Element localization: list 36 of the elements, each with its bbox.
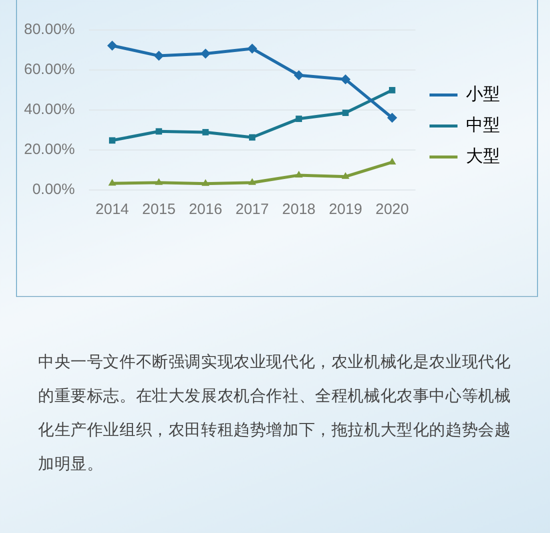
- point: [156, 128, 162, 135]
- y-tick-label: 80.00%: [24, 21, 75, 38]
- legend-label: 小型: [466, 84, 500, 104]
- point: [296, 116, 302, 122]
- point: [388, 87, 396, 94]
- point: [340, 74, 351, 84]
- x-tick-label: 2016: [188, 201, 222, 218]
- point: [387, 112, 398, 123]
- x-tick-label: 2018: [282, 201, 316, 218]
- y-tick-label: 60.00%: [24, 61, 75, 78]
- x-tick-label: 2020: [375, 201, 409, 218]
- point: [107, 40, 118, 51]
- point: [200, 48, 211, 59]
- point: [247, 44, 258, 54]
- x-tick-label: 2014: [96, 201, 129, 218]
- point: [342, 110, 349, 116]
- x-tick-label: 2017: [236, 201, 269, 218]
- point: [248, 178, 256, 185]
- legend-label: 大型: [466, 146, 500, 166]
- point: [109, 137, 116, 144]
- point: [154, 178, 163, 185]
- point: [108, 178, 116, 186]
- point: [154, 50, 164, 61]
- text: 中央一号文件不断强调实现农业现代化，农业机械化是农业现代化的重要标志。在壮大发展农机合作社、全程机械化农事中心等机械化生产作业组织，农田转租趋势增加下，拖拉机大型化的趋势会越加明显。: [38, 351, 512, 475]
- point: [202, 129, 209, 136]
- y-tick-label: 20.00%: [24, 141, 75, 158]
- x-tick-label: 2015: [142, 201, 176, 218]
- point: [294, 170, 303, 178]
- point: [342, 172, 350, 179]
- y-tick-label: 40.00%: [24, 101, 75, 118]
- y-tick-label: 0.00%: [32, 181, 75, 198]
- point: [249, 134, 256, 141]
- point: [294, 70, 304, 80]
- x-tick-label: 2019: [328, 201, 362, 218]
- point: [202, 179, 210, 186]
- legend-label: 中型: [466, 115, 500, 136]
